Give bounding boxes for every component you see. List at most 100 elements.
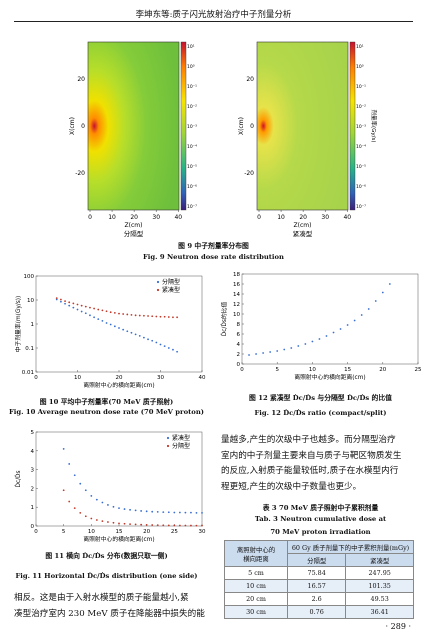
y-axis-label: Ḋc/Ḋs的比值 bbox=[220, 302, 228, 337]
y-tick-label: 0 bbox=[237, 362, 241, 368]
data-point bbox=[297, 345, 300, 347]
data-point bbox=[107, 504, 109, 506]
colorbar-tick-label: 10⁻² bbox=[187, 104, 197, 110]
data-point bbox=[388, 283, 391, 285]
data-point bbox=[79, 511, 82, 514]
legend-label: 紧凑型 bbox=[162, 286, 180, 294]
table-row: 10 cm 16.57 101.35 bbox=[224, 579, 414, 593]
data-point bbox=[151, 339, 154, 342]
legend-label: 分隔型 bbox=[162, 278, 180, 286]
y-tick-label: 0 bbox=[31, 524, 35, 530]
data-point bbox=[97, 318, 100, 321]
data-point bbox=[176, 350, 179, 353]
body-line: 相反。这是由于入射水模型的质子能量越小,紧 bbox=[14, 593, 189, 603]
data-point bbox=[134, 509, 137, 512]
data-point bbox=[172, 316, 174, 319]
x-tick-label: 0 bbox=[257, 214, 261, 221]
y-axis-label: Ḋc/Ḋs bbox=[15, 470, 22, 487]
x-tick-label: 0 bbox=[88, 214, 92, 221]
x-tick-label: 5 bbox=[62, 529, 66, 535]
x-tick-label: 15 bbox=[344, 367, 351, 373]
data-point bbox=[80, 310, 83, 313]
table3-head-distance: 离照射中心的 横向距离 bbox=[224, 540, 288, 567]
data-point bbox=[123, 522, 126, 525]
data-point bbox=[339, 328, 342, 330]
data-point bbox=[60, 300, 62, 303]
table3: 离照射中心的 横向距离 60 Gy 质子剂量下的中子累积剂量(mGy) 分隔型 … bbox=[224, 540, 414, 619]
data-point bbox=[79, 482, 82, 485]
data-point bbox=[109, 311, 112, 314]
data-point bbox=[113, 325, 116, 328]
y-tick-label: -20 bbox=[244, 170, 254, 177]
table3-head-split: 分隔型 bbox=[286, 553, 347, 567]
data-point bbox=[109, 323, 112, 326]
colorbar-tick-label: 10⁻⁶ bbox=[356, 184, 366, 190]
data-point bbox=[248, 354, 250, 356]
x-axis-label: 离照射中心的横向距离(cm) bbox=[83, 381, 154, 389]
y-tick-label: 8 bbox=[237, 322, 241, 328]
data-point bbox=[89, 306, 91, 309]
x-tick-label: 40 bbox=[343, 214, 351, 221]
data-point bbox=[147, 315, 149, 317]
legend-label: 紧凑型 bbox=[172, 434, 190, 442]
panel-label-left: 分隔型 bbox=[124, 229, 144, 238]
data-point bbox=[68, 500, 71, 503]
data-point bbox=[89, 314, 91, 317]
data-point bbox=[167, 511, 170, 514]
data-point bbox=[151, 510, 154, 513]
x-axis-label: Z(cm) bbox=[125, 222, 143, 229]
data-point bbox=[195, 511, 198, 514]
data-point bbox=[178, 511, 181, 514]
data-point bbox=[178, 524, 181, 527]
data-point bbox=[360, 314, 363, 316]
fig9-heatmaps: 0 10 20 30 40 20 0 -20 Z(cm) X(cm) 分隔型 10¹ 10⁰ 10⁻¹ 10… bbox=[69, 41, 378, 238]
data-point bbox=[190, 524, 192, 527]
x-tick-label: 0 bbox=[34, 375, 38, 381]
legend-marker bbox=[156, 280, 160, 284]
plot-frame bbox=[241, 273, 419, 365]
data-point bbox=[140, 523, 143, 526]
x-tick-label: 0 bbox=[34, 529, 38, 535]
x-tick-label: 15 bbox=[116, 529, 123, 535]
data-point bbox=[255, 353, 257, 355]
y-tick-label: 4 bbox=[31, 449, 35, 455]
colorbar-label: 剂量率(Gy/s) bbox=[370, 109, 378, 142]
y-tick-label: -20 bbox=[75, 170, 85, 177]
colorbar-tick-label: 10¹ bbox=[187, 44, 195, 50]
data-point bbox=[123, 508, 126, 510]
data-point bbox=[167, 347, 170, 349]
data-point bbox=[162, 511, 165, 513]
x-tick-label: 40 bbox=[174, 214, 182, 221]
fig11-caption-en: Fig. 11 Horizontal Ḋc/Ḋs distribution (o… bbox=[15, 572, 198, 580]
colorbar-tick-label: 10⁻³ bbox=[356, 124, 366, 130]
data-point bbox=[101, 520, 104, 523]
data-point bbox=[163, 345, 166, 347]
data-point bbox=[55, 297, 58, 299]
body-line: 凑型治疗室内 230 MeV 质子在降能器中损失的能 bbox=[14, 608, 205, 619]
body-text-left: 相反。这是由于入射水模型的质子能量越小,紧 凑型治疗室内 230 MeV 质子在… bbox=[14, 591, 214, 622]
data-point bbox=[138, 314, 141, 317]
y-tick-label: 6 bbox=[237, 332, 241, 338]
table3-head-compact: 紧凑型 bbox=[345, 553, 414, 567]
data-point bbox=[84, 515, 87, 518]
colorbar-tick-label: 10⁻³ bbox=[187, 124, 197, 130]
data-point bbox=[162, 524, 165, 527]
data-point bbox=[145, 523, 148, 526]
data-point bbox=[107, 521, 109, 523]
colorbar-tick-label: 10⁰ bbox=[187, 64, 195, 70]
data-point bbox=[84, 305, 87, 308]
x-tick-label: 30 bbox=[157, 375, 164, 381]
fig10-caption-en: Fig. 10 Average neutron dose rate (70 Me… bbox=[8, 408, 205, 416]
data-point bbox=[167, 316, 170, 318]
colorbar-tick-label: 10⁻² bbox=[356, 104, 366, 110]
y-tick-label: 3 bbox=[31, 468, 35, 474]
data-point bbox=[73, 507, 76, 510]
x-axis-label: 离照射中心的横向距离(cm) bbox=[294, 373, 365, 381]
legend-marker bbox=[166, 444, 170, 448]
x-tick-label: 10 bbox=[309, 367, 316, 373]
data-point bbox=[353, 319, 356, 322]
header-rule bbox=[14, 21, 413, 22]
data-point bbox=[176, 316, 179, 319]
data-point bbox=[290, 347, 293, 349]
data-point bbox=[140, 510, 143, 512]
